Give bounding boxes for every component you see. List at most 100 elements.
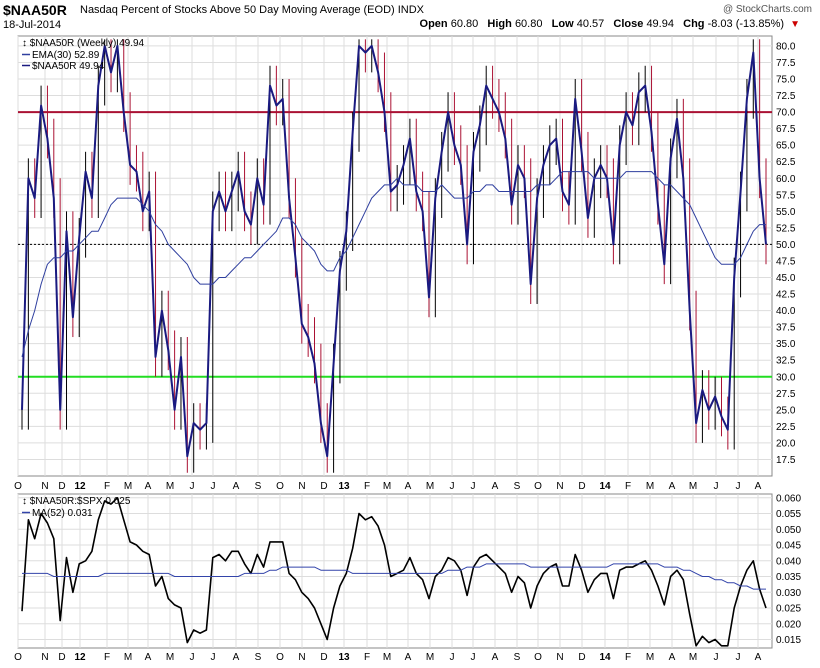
x-tick-label: F	[104, 652, 110, 663]
x-tick-label: D	[58, 652, 65, 663]
x-tick-label: S	[514, 652, 521, 663]
y-tick-label: 32.5	[776, 356, 796, 367]
y-tick-label: 55.0	[776, 207, 796, 218]
x-tick-label: O	[534, 481, 542, 492]
x-tick-label: M	[124, 652, 132, 663]
y-tick-label: 0.020	[776, 619, 801, 630]
y-tick-label: 0.015	[776, 635, 801, 646]
chart-date: 18-Jul-2014	[3, 19, 62, 31]
x-tick-label: A	[492, 652, 499, 663]
y-tick-label: 0.045	[776, 541, 801, 552]
x-tick-label: J	[736, 481, 741, 492]
y-tick-label: 45.0	[776, 273, 796, 284]
y-tick-label: 77.5	[776, 58, 796, 69]
y-tick-label: 20.0	[776, 438, 796, 449]
ohlc-readout: Open 60.80 High 60.80 Low 40.57 Close 49…	[420, 18, 800, 30]
y-tick-label: 0.030	[776, 588, 801, 599]
x-tick-label: A	[145, 652, 152, 663]
x-tick-label: M	[426, 652, 434, 663]
x-tick-label: D	[320, 652, 327, 663]
series-line	[22, 563, 766, 590]
open-value: 60.80	[450, 18, 479, 30]
x-tick-label: D	[578, 652, 585, 663]
x-tick-label: A	[755, 652, 762, 663]
x-tick-label: D	[320, 481, 327, 492]
x-tick-label: M	[124, 481, 132, 492]
close-value: 49.94	[646, 18, 674, 30]
x-tick-label: A	[405, 481, 412, 492]
x-tick-label: A	[233, 481, 240, 492]
x-tick-label: J	[190, 652, 195, 663]
close-label: Close	[613, 18, 644, 30]
watermark: @ StockCharts.com	[722, 4, 812, 15]
chg-label: Chg	[683, 18, 705, 30]
panel-frame	[17, 493, 773, 649]
x-tick-label: M	[689, 481, 697, 492]
x-tick-label: A	[492, 481, 499, 492]
y-tick-label: 75.0	[776, 75, 796, 86]
open-label: Open	[419, 18, 448, 30]
chart-header: $NAA50R Nasdaq Percent of Stocks Above 5…	[0, 0, 820, 34]
legend-entry: $NAA50R 49.94	[32, 61, 105, 72]
x-tick-label: M	[426, 481, 434, 492]
x-tick-label: 13	[338, 481, 350, 492]
y-tick-label: 65.0	[776, 141, 796, 152]
x-tick-label: M	[166, 481, 174, 492]
x-tick-label: 14	[599, 652, 611, 663]
series-line	[21, 44, 767, 458]
x-tick-label: M	[646, 652, 654, 663]
x-tick-label: A	[145, 481, 152, 492]
x-tick-label: J	[450, 481, 455, 492]
x-tick-label: F	[364, 652, 370, 663]
x-tick-label: N	[41, 481, 48, 492]
x-tick-label: J	[211, 481, 216, 492]
x-tick-label: D	[578, 481, 585, 492]
x-tick-label: M	[383, 652, 391, 663]
x-tick-label: M	[166, 652, 174, 663]
y-tick-label: 0.035	[776, 572, 801, 583]
x-tick-label: J	[190, 481, 195, 492]
y-tick-label: 42.5	[776, 290, 796, 301]
x-tick-label: S	[514, 481, 521, 492]
x-tick-label: M	[689, 652, 697, 663]
series-line	[21, 171, 766, 358]
x-tick-label: A	[405, 652, 412, 663]
x-tick-label: J	[714, 652, 719, 663]
y-tick-label: 40.0	[776, 306, 796, 317]
x-tick-label: A	[233, 652, 240, 663]
y-tick-label: 30.0	[776, 372, 796, 383]
x-tick-label: 14	[599, 481, 611, 492]
y-tick-label: 67.5	[776, 124, 796, 135]
y-tick-label: 80.0	[776, 41, 796, 52]
low-value: 40.57	[576, 18, 605, 30]
x-tick-label: N	[298, 652, 305, 663]
y-tick-label: 50.0	[776, 240, 796, 251]
symbol-description: Nasdaq Percent of Stocks Above 50 Day Mo…	[80, 4, 425, 16]
x-tick-label: 12	[74, 481, 86, 492]
y-tick-label: 62.5	[776, 157, 796, 168]
x-tick-label: A	[669, 481, 676, 492]
y-tick-label: 72.5	[776, 91, 796, 102]
x-tick-label: S	[255, 652, 262, 663]
x-tick-label: J	[471, 481, 476, 492]
y-tick-label: 25.0	[776, 405, 796, 416]
down-arrow-icon: ▼	[790, 19, 800, 30]
high-label: High	[487, 18, 512, 30]
x-tick-label: N	[556, 481, 563, 492]
x-tick-label: 12	[74, 652, 86, 663]
x-tick-label: F	[364, 481, 370, 492]
x-tick-label: A	[755, 481, 762, 492]
legend-entry: EMA(30) 52.89	[32, 50, 100, 61]
y-tick-label: 0.055	[776, 509, 801, 520]
panel-frame	[17, 35, 773, 477]
high-value: 60.80	[514, 18, 543, 30]
y-tick-label: 52.5	[776, 223, 796, 234]
series-line	[21, 497, 767, 647]
y-tick-label: 0.050	[776, 525, 801, 536]
x-tick-label: O	[14, 652, 22, 663]
panel-title: ↕ $NAA50R (Weekly) 49.94	[22, 38, 145, 49]
x-tick-label: J	[211, 652, 216, 663]
x-tick-label: O	[276, 652, 284, 663]
x-tick-label: F	[625, 652, 631, 663]
